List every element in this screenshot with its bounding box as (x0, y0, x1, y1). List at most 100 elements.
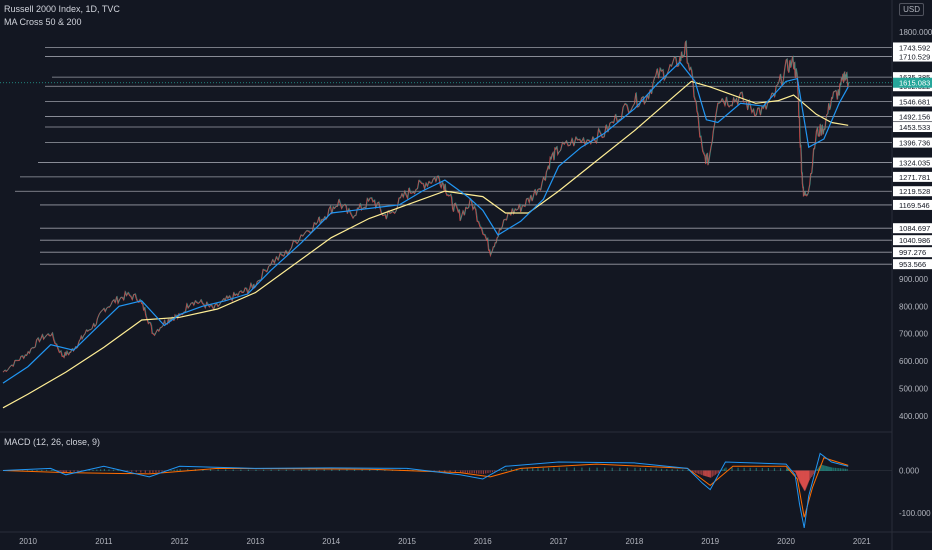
macd-histogram-bar (655, 468, 657, 471)
macd-histogram-bar (444, 470, 446, 472)
time-tick-label: 2010 (19, 537, 37, 546)
macd-histogram-bar (247, 469, 250, 471)
macd-histogram-bar (731, 467, 733, 471)
price-candles-down (2, 40, 849, 373)
macd-series (0, 452, 892, 528)
macd-histogram-bar (767, 468, 770, 471)
macd-histogram-bar (482, 470, 484, 474)
macd-histogram-bar (88, 470, 90, 471)
macd-histogram-bar (596, 467, 598, 471)
macd-histogram-bar (793, 470, 795, 472)
level-label: 1084.697 (899, 224, 930, 233)
currency-button[interactable]: USD (899, 3, 924, 16)
macd-histogram-bar (660, 468, 663, 471)
level-label-box (893, 157, 932, 168)
level-label: 953.566 (899, 260, 926, 269)
macd-histogram-bar (558, 467, 560, 471)
macd-histogram-bar (526, 468, 528, 471)
macd-histogram-bar (833, 467, 835, 471)
level-label-box (893, 171, 932, 182)
macd-histogram-bar (77, 470, 79, 472)
macd-histogram-bar (158, 470, 160, 473)
level-label: 1710.529 (899, 53, 930, 62)
macd-histogram-bar (816, 469, 818, 471)
macd-histogram-bar (717, 470, 719, 473)
level-label: 1324.035 (899, 159, 930, 168)
time-tick-label: 2016 (474, 537, 492, 546)
macd-histogram-bar (542, 467, 544, 471)
macd-histogram-bar (135, 470, 137, 473)
macd-histogram-bar (126, 470, 128, 472)
macd-histogram-bar (709, 470, 711, 478)
macd-axis[interactable]: 0.000 -100.000 (899, 467, 931, 519)
macd-histogram-bar (173, 469, 175, 471)
macd-histogram-bar (464, 470, 466, 473)
time-tick-label: 2020 (777, 537, 795, 546)
macd-histogram-bar (117, 470, 119, 471)
macd-histogram-bar (323, 469, 325, 471)
macd-histogram-bar (716, 470, 718, 474)
level-label-box (893, 137, 932, 148)
macd-histogram-bar (53, 470, 55, 471)
macd-histogram-bar (475, 470, 478, 474)
macd-histogram-bar (707, 470, 710, 478)
macd-histogram-bar (255, 469, 257, 471)
macd-histogram-bar (480, 470, 482, 474)
macd-histogram-bar (52, 469, 54, 471)
macd-histogram-bar (703, 470, 705, 476)
horizontal-level-lines[interactable] (0, 47, 892, 265)
macd-histogram-bar (834, 467, 837, 471)
macd-histogram-bar (500, 469, 503, 471)
time-tick-label: 2018 (626, 537, 644, 546)
macd-histogram-bar (161, 470, 163, 472)
macd-histogram-bar (699, 470, 701, 475)
macd-legend[interactable]: MACD (12, 26, close, 9) (4, 437, 101, 447)
macd-histogram-bar (532, 468, 534, 471)
time-axis[interactable]: 2010 2011 2012 2013 2014 2015 2016 2017 2018 2019… (19, 537, 871, 546)
macd-histogram-bar (285, 469, 287, 471)
macd-signal-line (2, 457, 849, 518)
macd-histogram-bar (687, 469, 689, 471)
macd-histogram-bar (376, 469, 378, 471)
macd-histogram-bar (825, 466, 827, 471)
ma-slow-line (2, 80, 849, 409)
symbol-legend[interactable]: Russell 2000 Index, 1D, TVC (4, 4, 120, 14)
macd-histogram-bar (58, 470, 60, 472)
time-tick-label: 2012 (171, 537, 189, 546)
last-price-label: 1615.083 (899, 79, 930, 88)
macd-histogram-bar (503, 469, 505, 471)
level-label-box (893, 111, 932, 122)
price-series (2, 40, 850, 409)
macd-histogram-bar (505, 469, 507, 471)
macd-histogram-bar (711, 470, 713, 477)
level-label-box (893, 51, 932, 62)
level-label: 997.276 (899, 248, 926, 257)
level-label-box (893, 235, 932, 246)
last-price-box (893, 77, 932, 88)
macd-histogram-bar (485, 470, 487, 474)
macd-histogram-bar (61, 470, 63, 472)
macd-histogram-bar (140, 470, 142, 473)
ma-fast-line (2, 61, 849, 384)
macd-histogram-bar (705, 470, 707, 477)
macd-histogram-bar (217, 469, 219, 471)
macd-histogram-bar (103, 469, 105, 471)
level-label: 1271.781 (899, 173, 930, 182)
macd-histogram-bar (155, 470, 157, 473)
macd-histogram-bar (240, 469, 242, 471)
level-label-box (893, 199, 932, 210)
price-tick-label: 700.000 (899, 330, 928, 339)
time-tick-label: 2011 (95, 537, 113, 546)
macd-histogram-bar (353, 469, 356, 471)
macd-histogram-bar (749, 467, 751, 471)
macd-histogram-bar (144, 470, 146, 473)
macd-histogram-bar (471, 470, 473, 474)
price-axis[interactable]: 400.000 500.000 600.000 700.000 800.000 900.0… (899, 28, 932, 421)
ma-cross-legend[interactable]: MA Cross 50 & 200 (4, 17, 82, 27)
macd-histogram-bar (639, 468, 641, 471)
macd-histogram-bar (812, 470, 814, 476)
macd-histogram-bar (821, 464, 823, 471)
macd-histogram-bar (41, 469, 43, 471)
